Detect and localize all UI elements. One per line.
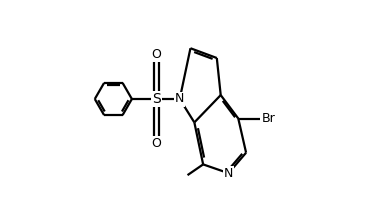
- Text: O: O: [151, 48, 161, 61]
- Text: N: N: [175, 92, 184, 106]
- Text: N: N: [224, 167, 233, 180]
- Text: S: S: [152, 92, 161, 106]
- Text: O: O: [151, 137, 161, 150]
- Text: Br: Br: [262, 112, 276, 125]
